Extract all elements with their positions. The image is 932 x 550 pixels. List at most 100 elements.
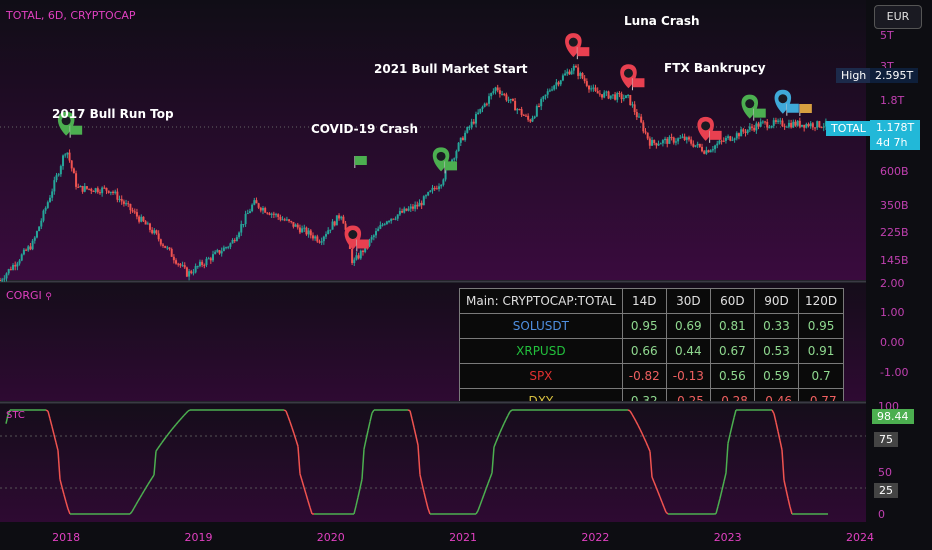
candle [616,91,619,103]
candle [533,115,536,120]
candle [516,107,519,115]
y-label-350b: 350B [880,199,909,212]
candle [327,227,330,235]
candle [127,200,130,208]
candle [722,137,725,143]
candle [92,190,95,192]
candle [3,275,6,282]
candle [635,109,638,120]
candle [405,208,408,212]
flag-marker [354,156,367,168]
candle [701,143,704,153]
candle [192,269,195,276]
candle [679,135,682,139]
candle [429,190,432,193]
chart-title: TOTAL, 6D, CRYPTOCAP [6,9,136,22]
x-axis: 2018 2019 2020 2021 2022 2023 2024 [52,531,874,544]
candle [488,93,491,107]
candle [242,224,245,228]
candle [57,172,60,177]
candle [703,149,706,155]
currency-button[interactable]: EUR [874,5,922,29]
annotation-luna: Luna Crash [624,14,700,28]
candle [12,263,15,271]
candle [814,127,817,132]
candle [803,124,806,132]
candle [407,206,410,212]
candle [753,124,756,133]
candle [75,170,78,190]
candle [661,139,664,147]
candle [690,136,693,146]
candle [201,259,204,268]
candle [603,90,606,99]
candle [744,129,747,137]
candle [77,183,80,189]
candle [231,238,234,244]
corgi-y-m1: -1.00 [880,366,909,379]
candle [711,146,714,153]
candle [190,269,193,275]
candle [379,221,382,230]
corgi-y-1: 1.00 [880,306,905,319]
candle [151,227,154,235]
candle [62,154,65,170]
candle [492,88,495,95]
corgi-y-2: 2.00 [880,277,905,290]
candle [757,121,760,130]
flag-marker [631,78,645,91]
candle [520,106,523,118]
candle [727,134,730,140]
flag-marker [709,130,722,143]
candle [335,215,338,226]
candle [385,220,388,225]
candle [166,245,169,251]
candle [548,88,551,93]
candle [20,253,23,262]
candle [596,87,599,94]
candle [403,206,406,214]
stc-value-tag: 98.44 [872,409,914,424]
candle [16,261,19,271]
candle [64,153,67,158]
candle [411,204,414,211]
candle [357,252,360,260]
candle [90,187,93,195]
candle [577,64,580,80]
candle [698,143,701,148]
candle [227,245,230,250]
candle [581,72,584,80]
candle [659,142,662,145]
stc-label: STC [6,410,25,421]
flag-marker [444,161,458,174]
candle [392,218,395,220]
candle [481,105,484,113]
stc-pane [0,404,866,522]
candle [281,216,284,221]
candle [157,230,160,242]
candle [461,136,464,141]
candle [25,248,28,252]
candle [7,268,10,276]
candle [333,220,336,227]
candle [103,185,106,189]
candle [818,120,821,128]
candle [424,194,427,199]
x-tick-label: 2024 [846,531,874,544]
candle [522,113,525,116]
candle [207,256,210,260]
candle [735,131,738,141]
y-label-5t: 5T [880,29,894,42]
high-tag: High [836,68,872,83]
candle [388,220,391,224]
candle [1,277,4,283]
candle [268,212,271,216]
candle [222,245,225,252]
candle [288,219,291,223]
candle [720,139,723,145]
candle [355,252,358,261]
candle [742,127,745,134]
candle [551,86,554,92]
candle [637,113,640,118]
candle [309,229,312,239]
